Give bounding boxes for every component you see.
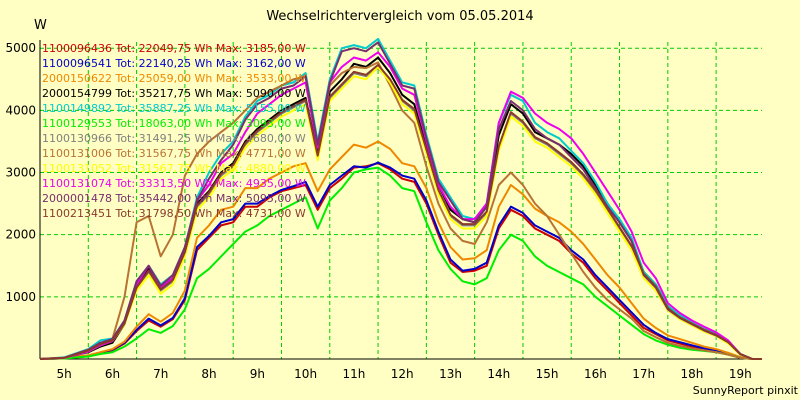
x-tick-label: 8h [201,367,216,381]
x-tick-label: 10h [294,367,317,381]
series-line-3 [39,140,762,360]
series-line-9 [39,65,762,360]
legend-entry-5: 1100149892 Tot: 35887,25 Wh Max: 5155,00… [42,102,306,115]
y-tick-label: 2000 [5,228,36,242]
y-tick-label: 4000 [5,103,36,117]
legend-entry-4: 2000154799 Tot: 35217,75 Wh Max: 5090,00… [42,87,306,100]
chart-title: Wechselrichtervergleich vom 05.05.2014 [266,9,534,24]
legend-entry-3: 2000150622 Tot: 25059,00 Wh Max: 3533,00… [42,72,306,85]
x-tick-label: 16h [584,367,607,381]
series-line-12 [39,63,762,360]
x-tick-label: 19h [729,367,752,381]
legend-entry-9: 1100131052 Tot: 31567,75 Wh Max: 4880,00… [42,162,306,175]
y-tick-label: 1000 [5,290,36,304]
series-line-6 [39,166,762,360]
x-tick-label: 13h [439,367,462,381]
x-tick-label: 9h [250,367,265,381]
x-tick-label: 7h [153,367,168,381]
legend-entry-11: 2000001478 Tot: 35442,00 Wh Max: 5095,00… [42,192,306,205]
footer-credit: SunnyReport pinxit [692,384,798,397]
y-axis-unit-label: W [34,18,47,33]
x-tick-label: 12h [391,367,414,381]
legend-entry-7: 1100130966 Tot: 31491,25 Wh Max: 4680,00… [42,132,306,145]
legend-entry-1: 1100096436 Tot: 22049,75 Wh Max: 3185,00… [42,42,306,55]
x-tick-label: 5h [57,367,72,381]
x-tick-label: 11h [342,367,365,381]
y-tick-label: 3000 [5,166,36,180]
x-tick-label: 14h [487,367,510,381]
legend-entry-6: 1100129553 Tot: 18063,00 Wh Max: 3093,00… [42,117,306,130]
x-tick-label: 15h [536,367,559,381]
legend-entry-10: 1100131074 Tot: 33313,50 Wh Max: 4935,00… [42,177,306,190]
series-line-8 [39,61,762,360]
x-tick-label: 18h [681,367,704,381]
legend-entry-12: 1100213451 Tot: 31798,50 Wh Max: 4731,00… [42,207,306,220]
x-tick-label: 17h [632,367,655,381]
y-tick-label: 5000 [5,41,36,55]
x-tick-label: 6h [105,367,120,381]
legend-entry-2: 1100096541 Tot: 22140,25 Wh Max: 3162,00… [42,57,306,70]
series-line-2 [39,161,762,360]
plot-area [40,42,762,359]
legend-entry-8: 1100131006 Tot: 31567,75 Wh Max: 4771,00… [42,147,306,160]
